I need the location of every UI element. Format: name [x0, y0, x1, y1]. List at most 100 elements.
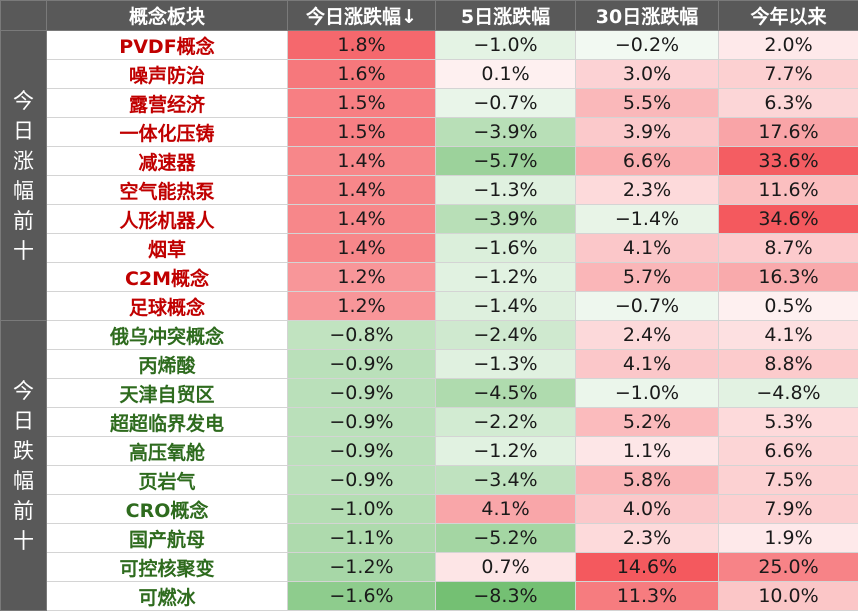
sector-name-cell[interactable]: 足球概念	[47, 292, 288, 321]
d30-change-cell: 5.7%	[576, 263, 719, 292]
column-header-today-change[interactable]: 今日涨跌幅↓	[288, 1, 436, 31]
sector-name-cell[interactable]: 俄乌冲突概念	[47, 321, 288, 350]
table-row[interactable]: 天津自贸区−0.9%−4.5%−1.0%−4.8%	[1, 379, 858, 408]
today-change-cell: 1.4%	[288, 147, 436, 176]
ytd-change-cell: −4.8%	[719, 379, 858, 408]
sector-name-cell[interactable]: C2M概念	[47, 263, 288, 292]
d30-change-cell: 5.2%	[576, 408, 719, 437]
d30-change-cell: −1.4%	[576, 205, 719, 234]
ytd-change-cell: 10.0%	[719, 582, 858, 611]
d5-change-cell: 0.7%	[436, 553, 576, 582]
today-change-cell: 1.6%	[288, 60, 436, 89]
column-header-sector[interactable]: 概念板块	[47, 1, 288, 31]
sector-name-cell[interactable]: 可控核聚变	[47, 553, 288, 582]
ytd-change-cell: 6.3%	[719, 89, 858, 118]
d5-change-cell: −1.2%	[436, 263, 576, 292]
today-change-cell: −0.9%	[288, 408, 436, 437]
sector-name-cell[interactable]: CRO概念	[47, 495, 288, 524]
sector-name-cell[interactable]: 国产航母	[47, 524, 288, 553]
sector-name-cell[interactable]: 可燃冰	[47, 582, 288, 611]
d30-change-cell: 2.4%	[576, 321, 719, 350]
d5-change-cell: −3.4%	[436, 466, 576, 495]
d30-change-cell: 3.0%	[576, 60, 719, 89]
d5-change-cell: 0.1%	[436, 60, 576, 89]
column-header-ytd-change[interactable]: 今年以来	[719, 1, 858, 31]
sector-name-cell[interactable]: 页岩气	[47, 466, 288, 495]
d5-change-cell: −5.2%	[436, 524, 576, 553]
today-change-cell: −1.6%	[288, 582, 436, 611]
d30-change-cell: 11.3%	[576, 582, 719, 611]
d5-change-cell: −8.3%	[436, 582, 576, 611]
ytd-change-cell: 17.6%	[719, 118, 858, 147]
table-row[interactable]: 可控核聚变−1.2%0.7%14.6%25.0%	[1, 553, 858, 582]
sector-name-cell[interactable]: 高压氧舱	[47, 437, 288, 466]
group-label-text: 今日跌幅前十	[1, 376, 46, 556]
ytd-change-cell: 0.5%	[719, 292, 858, 321]
table-row[interactable]: CRO概念−1.0%4.1%4.0%7.9%	[1, 495, 858, 524]
column-header-5d-change[interactable]: 5日涨跌幅	[436, 1, 576, 31]
sector-name-cell[interactable]: 减速器	[47, 147, 288, 176]
group-label-down: 今日跌幅前十	[1, 321, 47, 611]
sector-name-cell[interactable]: PVDF概念	[47, 31, 288, 60]
d5-change-cell: −1.6%	[436, 234, 576, 263]
d30-change-cell: 5.5%	[576, 89, 719, 118]
sector-name-cell[interactable]: 丙烯酸	[47, 350, 288, 379]
d5-change-cell: −3.9%	[436, 118, 576, 147]
d30-change-cell: −0.7%	[576, 292, 719, 321]
table-row[interactable]: 国产航母−1.1%−5.2%2.3%1.9%	[1, 524, 858, 553]
d30-change-cell: 14.6%	[576, 553, 719, 582]
today-change-cell: −1.2%	[288, 553, 436, 582]
today-change-cell: 1.2%	[288, 263, 436, 292]
sector-name-cell[interactable]: 人形机器人	[47, 205, 288, 234]
d5-change-cell: −3.9%	[436, 205, 576, 234]
table-row[interactable]: 超超临界发电−0.9%−2.2%5.2%5.3%	[1, 408, 858, 437]
ytd-change-cell: 2.0%	[719, 31, 858, 60]
sector-name-cell[interactable]: 天津自贸区	[47, 379, 288, 408]
table-row[interactable]: 丙烯酸−0.9%−1.3%4.1%8.8%	[1, 350, 858, 379]
today-change-cell: −1.0%	[288, 495, 436, 524]
ytd-change-cell: 7.7%	[719, 60, 858, 89]
table-row[interactable]: 高压氧舱−0.9%−1.2%1.1%6.6%	[1, 437, 858, 466]
ytd-change-cell: 1.9%	[719, 524, 858, 553]
table-row[interactable]: 今日跌幅前十俄乌冲突概念−0.8%−2.4%2.4%4.1%	[1, 321, 858, 350]
d30-change-cell: 4.1%	[576, 234, 719, 263]
today-change-cell: 1.8%	[288, 31, 436, 60]
ytd-change-cell: 25.0%	[719, 553, 858, 582]
sector-name-cell[interactable]: 超超临界发电	[47, 408, 288, 437]
sector-name-cell[interactable]: 空气能热泵	[47, 176, 288, 205]
today-change-cell: −0.9%	[288, 466, 436, 495]
side-header-cell	[1, 1, 47, 31]
d5-change-cell: −1.3%	[436, 176, 576, 205]
d30-change-cell: 2.3%	[576, 176, 719, 205]
sector-name-cell[interactable]: 露营经济	[47, 89, 288, 118]
today-change-cell: 1.5%	[288, 118, 436, 147]
column-header-30d-change[interactable]: 30日涨跌幅	[576, 1, 719, 31]
today-change-cell: −0.9%	[288, 379, 436, 408]
table-row[interactable]: 可燃冰−1.6%−8.3%11.3%10.0%	[1, 582, 858, 611]
sector-name-cell[interactable]: 一体化压铸	[47, 118, 288, 147]
today-change-cell: 1.2%	[288, 292, 436, 321]
d5-change-cell: −2.4%	[436, 321, 576, 350]
today-change-cell: 1.4%	[288, 234, 436, 263]
ytd-change-cell: 11.6%	[719, 176, 858, 205]
d30-change-cell: 2.3%	[576, 524, 719, 553]
sector-name-cell[interactable]: 噪声防治	[47, 60, 288, 89]
table-row[interactable]: 页岩气−0.9%−3.4%5.8%7.5%	[1, 466, 858, 495]
ytd-change-cell: 7.9%	[719, 495, 858, 524]
today-change-cell: −0.9%	[288, 437, 436, 466]
sector-name-cell[interactable]: 烟草	[47, 234, 288, 263]
d5-change-cell: −4.5%	[436, 379, 576, 408]
